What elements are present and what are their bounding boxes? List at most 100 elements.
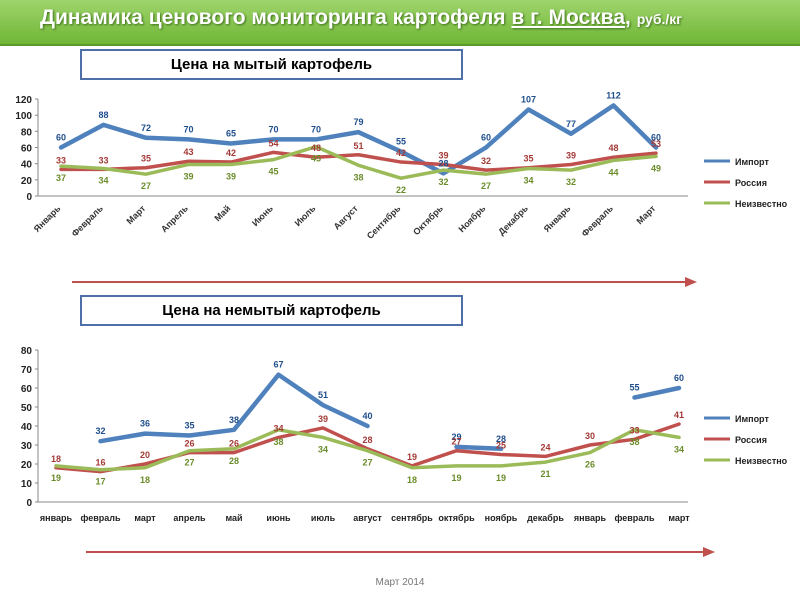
data-label: 48	[311, 143, 321, 153]
data-label: 53	[651, 139, 661, 149]
legend-label: Россия	[735, 178, 767, 188]
data-label: 25	[496, 441, 506, 451]
x-tick-label: ноябрь	[485, 513, 518, 523]
data-label: 44	[608, 167, 618, 177]
x-tick-label: январь	[40, 513, 73, 523]
data-label: 28	[496, 434, 506, 444]
x-tick-label: август	[353, 513, 382, 523]
title-main: Динамика ценового мониторинга картофеля	[40, 6, 506, 29]
x-tick-label: февраль	[614, 513, 655, 523]
data-label: 18	[51, 454, 61, 464]
y-tick-label: 80	[21, 346, 33, 357]
y-tick-label: 60	[21, 144, 33, 155]
data-label: 29	[451, 432, 461, 442]
data-label: 34	[273, 423, 283, 433]
data-label: 41	[674, 410, 684, 420]
data-label: 27	[481, 181, 491, 191]
legend-label: Неизвестно	[735, 456, 788, 466]
data-label: 34	[98, 176, 108, 186]
trend-arrow-head	[685, 277, 697, 287]
data-label: 35	[523, 154, 533, 164]
data-label: 32	[438, 177, 448, 187]
y-tick-label: 60	[21, 384, 33, 395]
header-banner: Динамика ценового мониторинга картофеля …	[0, 0, 800, 46]
data-label: 26	[585, 460, 595, 470]
y-tick-label: 50	[21, 403, 33, 414]
y-tick-label: 0	[26, 192, 32, 203]
data-label: 60	[674, 373, 684, 383]
data-label: 34	[523, 176, 533, 186]
data-label: 42	[396, 148, 406, 158]
data-label: 36	[140, 419, 150, 429]
data-label: 33	[629, 425, 639, 435]
trend-arrow-head	[703, 547, 715, 557]
data-label: 19	[496, 473, 506, 483]
data-label: 70	[311, 124, 321, 134]
data-label: 28	[229, 456, 239, 466]
y-tick-label: 20	[21, 176, 33, 187]
data-label: 27	[451, 437, 461, 447]
y-tick-label: 40	[21, 160, 33, 171]
legend-label: Импорт	[735, 157, 769, 167]
chart-unwashed-potato: 0 10 20 30 40 50 60 70 80 январь февраль март апрель…	[21, 346, 788, 557]
y-tick-label: 10	[21, 479, 33, 490]
data-label: 27	[141, 181, 151, 191]
data-label: 65	[226, 128, 236, 138]
x-tick-label: июнь	[266, 513, 291, 523]
data-label: 35	[141, 154, 151, 164]
x-tick-label: май	[225, 513, 242, 523]
y-tick-label: 100	[15, 111, 32, 122]
y-tick-label: 0	[26, 498, 32, 509]
data-label: 19	[407, 452, 417, 462]
data-label: 72	[141, 123, 151, 133]
data-label: 39	[318, 414, 328, 424]
data-label: 37	[56, 173, 66, 183]
data-label: 32	[95, 426, 105, 436]
data-label: 55	[396, 137, 406, 147]
x-tick-label: декабрь	[527, 513, 564, 523]
data-label: 88	[98, 110, 108, 120]
x-tick-label: апрель	[173, 513, 206, 523]
page-title: Динамика ценового мониторинга картофеля …	[40, 6, 682, 30]
x-tick-label: октябрь	[438, 513, 475, 523]
series-line-2	[59, 150, 658, 172]
data-label: 43	[183, 147, 193, 157]
data-label: 60	[56, 133, 66, 143]
data-label: 39	[438, 150, 448, 160]
data-label: 21	[540, 469, 550, 479]
data-label: 38	[273, 437, 283, 447]
data-label: 17	[95, 477, 105, 487]
data-label: 67	[273, 360, 283, 370]
data-label: 45	[311, 154, 321, 164]
series-line-1	[632, 385, 682, 400]
series-line-1	[58, 103, 659, 176]
data-label: 26	[229, 439, 239, 449]
data-label: 19	[451, 473, 461, 483]
series-line-3	[59, 144, 658, 180]
data-label: 55	[629, 383, 639, 393]
data-label: 60	[481, 133, 491, 143]
data-label: 33	[98, 155, 108, 165]
title-sep: ,	[625, 6, 631, 29]
y-tick-label: 120	[15, 95, 32, 106]
footer-date: Март 2014	[375, 577, 425, 588]
x-tick-label: июль	[311, 513, 336, 523]
data-label: 60	[651, 133, 661, 143]
y-tick-label: 40	[21, 422, 33, 433]
data-label: 51	[318, 390, 328, 400]
data-label: 38	[229, 415, 239, 425]
legend-label: Россия	[735, 435, 767, 445]
y-tick-label: 80	[21, 127, 33, 138]
data-label: 48	[608, 143, 618, 153]
data-label: 79	[353, 117, 363, 127]
data-label: 28	[362, 435, 372, 445]
data-label: 107	[521, 95, 536, 105]
data-label: 39	[183, 171, 193, 181]
x-tick-label: март	[668, 513, 690, 523]
data-label: 54	[268, 138, 278, 148]
y-tick-label: 20	[21, 460, 33, 471]
data-label: 40	[362, 411, 372, 421]
series-line-3	[54, 428, 681, 472]
data-label: 45	[268, 167, 278, 177]
